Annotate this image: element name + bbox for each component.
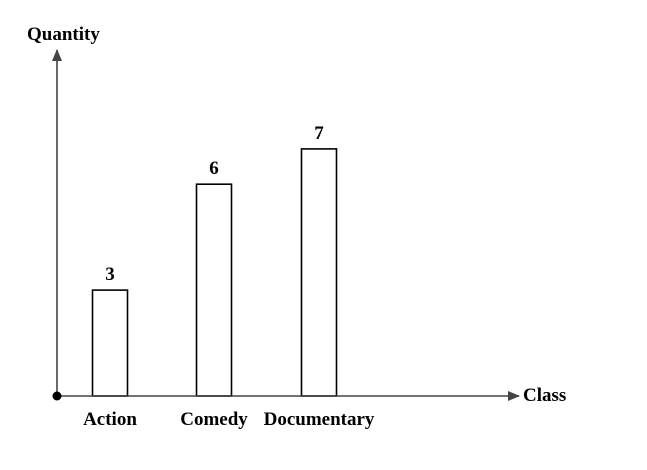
data-label-documentary: 7 [314,123,324,144]
bars-layer [91,148,338,397]
x-tick-label-documentary: Documentary [264,409,375,430]
bar-comedy [195,183,233,397]
y-axis-title: Quantity [27,24,100,45]
x-tick-label-action: Action [83,409,137,430]
data-label-action: 3 [105,264,115,285]
origin-dot [52,391,62,401]
x-axis-title: Class [523,385,566,406]
bar-action [91,289,129,397]
x-tick-label-comedy: Comedy [180,409,248,430]
data-label-comedy: 6 [209,158,219,179]
labels-layer: 3 Action 6 Comedy 7 Documentary [83,123,375,430]
bar-documentary [300,148,338,397]
